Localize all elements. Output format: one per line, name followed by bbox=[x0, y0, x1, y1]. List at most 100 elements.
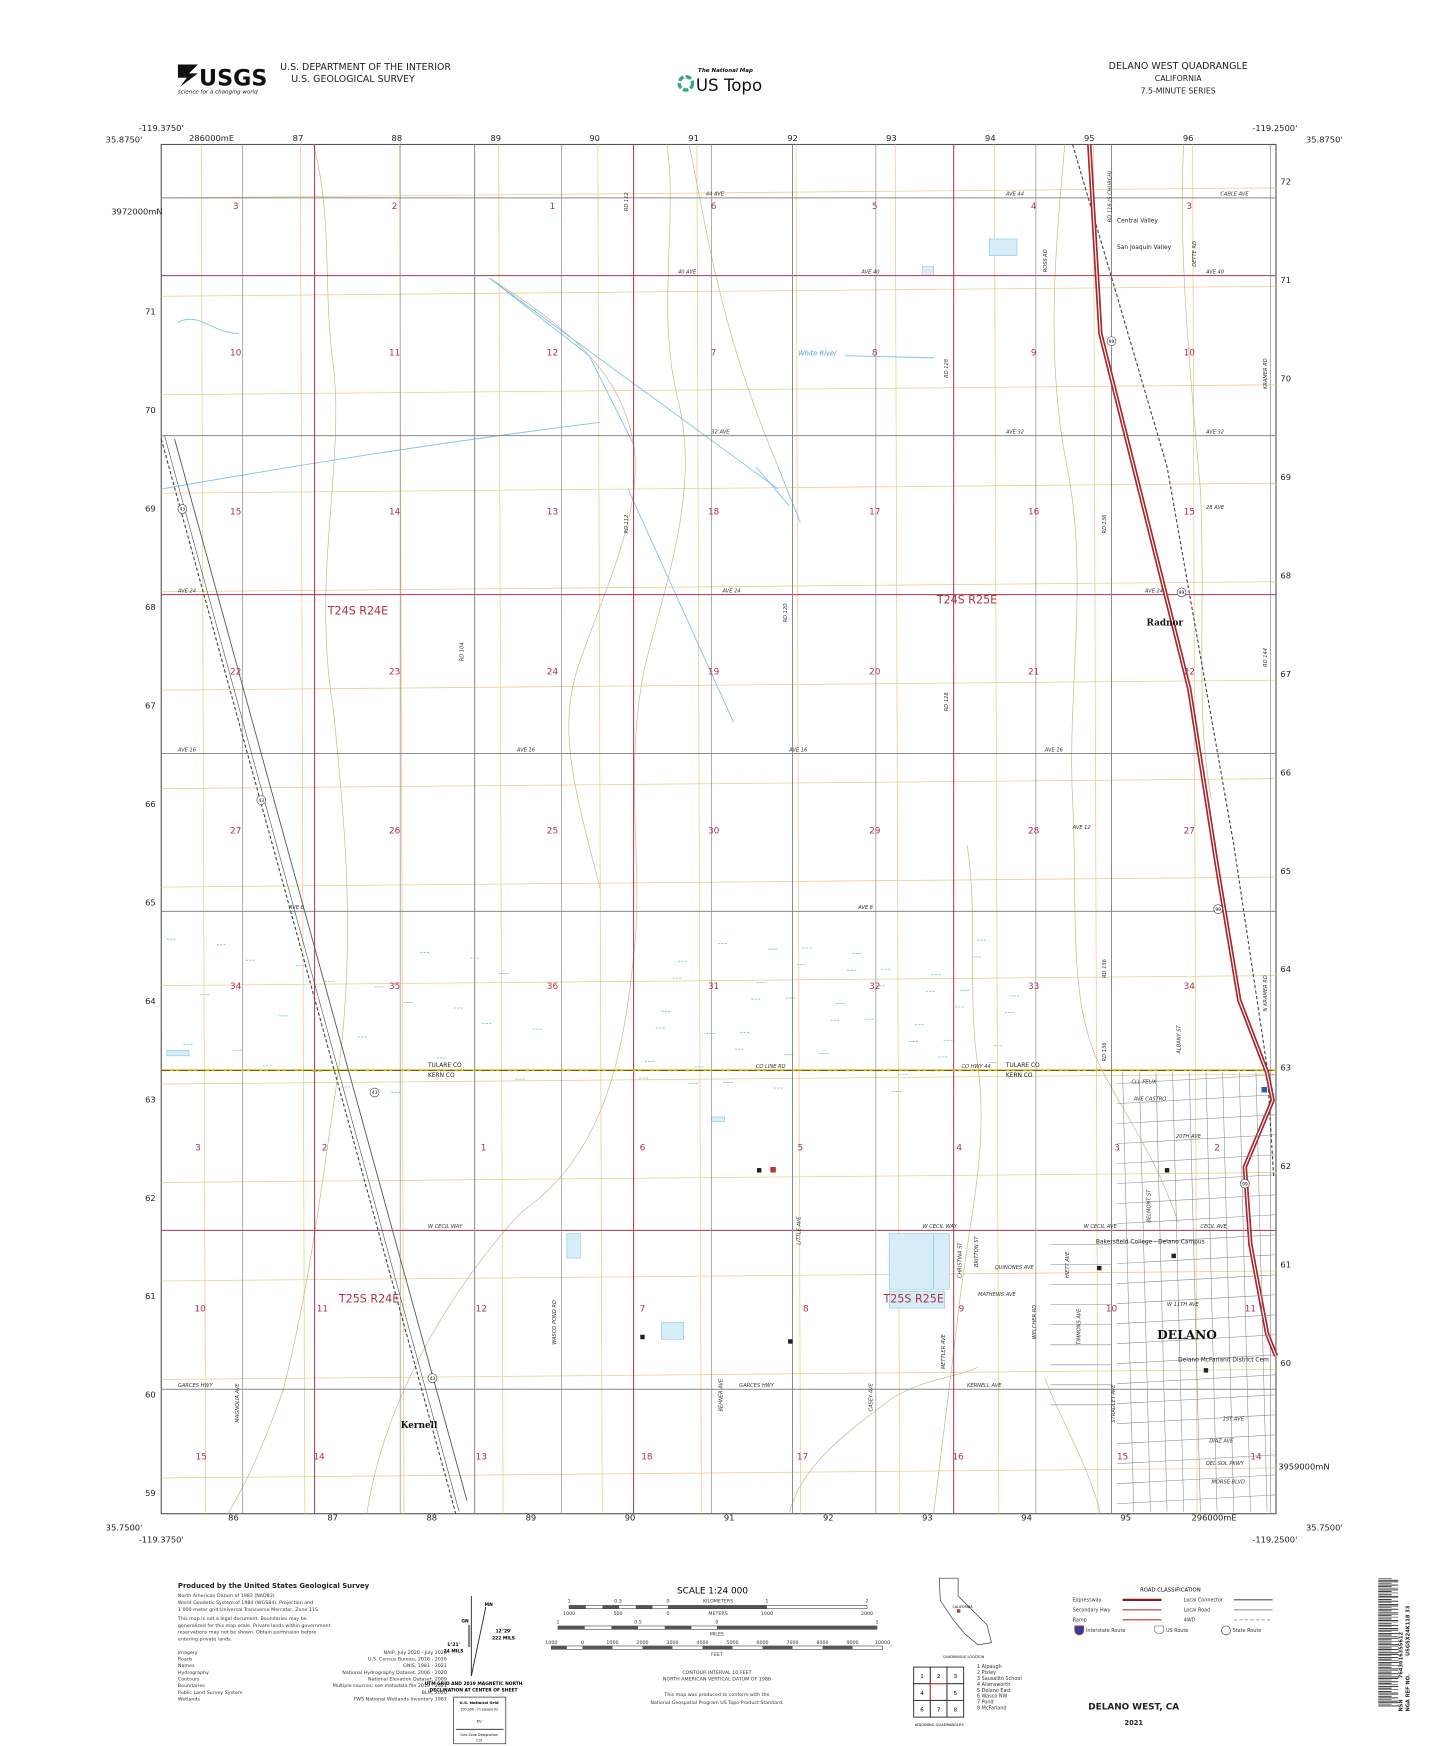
road-name-label: 40 AVE bbox=[678, 269, 697, 275]
road-name-label: RD 112 bbox=[624, 515, 630, 534]
barcode-bar bbox=[1378, 1692, 1399, 1694]
barcode-bar bbox=[1378, 1628, 1399, 1630]
easting-label: 90 bbox=[589, 133, 600, 143]
barcode-bar bbox=[1378, 1661, 1399, 1663]
barcode-bar bbox=[1378, 1705, 1399, 1707]
section-number: 17 bbox=[869, 508, 880, 518]
road-name-label: AVE CASTRO bbox=[1133, 1096, 1167, 1102]
barcode-bar bbox=[1378, 1579, 1399, 1581]
section-number: 17 bbox=[797, 1452, 808, 1462]
svg-text:ROAD CLASSIFICATION: ROAD CLASSIFICATION bbox=[1140, 1588, 1201, 1594]
road-name-label: CASEY AVE bbox=[869, 1382, 875, 1411]
water-body bbox=[888, 1233, 934, 1290]
barcode-bar bbox=[1378, 1670, 1399, 1671]
utm-northing-line bbox=[161, 975, 1276, 986]
city-street bbox=[1117, 1434, 1276, 1444]
building-icon bbox=[788, 1339, 793, 1344]
section-number: 10 bbox=[1106, 1304, 1118, 1314]
california-outline bbox=[938, 1577, 992, 1646]
scale-tick-label: 2000 bbox=[636, 1640, 648, 1646]
usng-box bbox=[453, 1696, 507, 1745]
section-number: 14 bbox=[389, 508, 401, 518]
barcode-bar bbox=[1378, 1694, 1399, 1695]
legend-label: Local Connector bbox=[1184, 1598, 1223, 1604]
barcode-bar bbox=[1378, 1624, 1399, 1626]
section-number: 7 bbox=[711, 349, 717, 359]
road-name-label: AVE 24 bbox=[1144, 588, 1163, 594]
barcode-text: 7643016355612 bbox=[1399, 1632, 1405, 1679]
svg-text:CONTOUR INTERVAL 10 FEET: CONTOUR INTERVAL 10 FEET bbox=[682, 1670, 751, 1676]
scale-unit-label: METERS bbox=[708, 1611, 727, 1617]
source-label: Contours bbox=[178, 1676, 200, 1682]
utm-grid bbox=[161, 144, 1276, 1514]
easting-label: 95 bbox=[1084, 133, 1095, 143]
utm-easting-line bbox=[795, 144, 801, 1514]
northing-label: 66 bbox=[145, 799, 156, 809]
contour-line bbox=[1181, 144, 1212, 801]
barcode-bar bbox=[1378, 1610, 1392, 1612]
section-number: 18 bbox=[708, 508, 720, 518]
section-number: 3 bbox=[1114, 1143, 1120, 1153]
township-range-label: T24S R24E bbox=[327, 605, 388, 618]
adjoining-quad-name: 8 McFarland bbox=[977, 1705, 1006, 1711]
easting-label: 94 bbox=[1021, 1512, 1032, 1522]
source-value: FWS National Wetlands Inventory 1987 bbox=[354, 1696, 447, 1702]
road-name-label: BRITTON ST bbox=[974, 1235, 980, 1267]
city-street bbox=[1117, 1414, 1276, 1424]
scale-tick-label: 2 bbox=[865, 1599, 868, 1605]
svg-text:99: 99 bbox=[1215, 907, 1221, 913]
northing-label: 71 bbox=[1280, 275, 1291, 285]
svg-text:286000mE: 286000mE bbox=[189, 133, 234, 143]
road-name-label: CECIL AVE bbox=[1200, 1224, 1227, 1230]
college-label: Bakersfield College - Delano Campus bbox=[1096, 1240, 1205, 1246]
canal bbox=[627, 488, 735, 723]
northing-label: 62 bbox=[1280, 1161, 1291, 1171]
section-number: 14 bbox=[313, 1452, 325, 1462]
road-name-label: W CECIL WAY bbox=[923, 1224, 958, 1230]
source-label: Names bbox=[178, 1663, 195, 1669]
svg-text:3959000mN: 3959000mN bbox=[1278, 1461, 1329, 1471]
northing-label: 59 bbox=[145, 1488, 156, 1498]
section-number: 2 bbox=[322, 1143, 328, 1153]
svg-text:2: 2 bbox=[937, 1674, 941, 1680]
northing-label: 69 bbox=[1280, 472, 1291, 482]
scale-tick-label: 0 bbox=[667, 1599, 670, 1605]
credits-block: Produced by the United States Geological… bbox=[177, 1582, 447, 1702]
svg-text:GN: GN bbox=[461, 1619, 469, 1625]
barcode-bar bbox=[1378, 1695, 1392, 1697]
route-shield-icon: 43 bbox=[427, 1373, 438, 1383]
svg-text:99: 99 bbox=[1179, 590, 1185, 596]
barcode-bar bbox=[1378, 1612, 1399, 1613]
barcode-bar bbox=[1378, 1639, 1392, 1641]
barcode-bar bbox=[1378, 1684, 1399, 1686]
barcode-bar bbox=[1378, 1700, 1399, 1702]
road-name-label: RD 120 bbox=[783, 604, 789, 623]
section-number: 27 bbox=[230, 827, 241, 837]
contour-line bbox=[788, 1366, 979, 1514]
township-range-label: T25S R24E bbox=[338, 1293, 399, 1306]
road-name-label: AVE 8 bbox=[857, 905, 874, 911]
scale-tick-label: 0 bbox=[581, 1640, 584, 1646]
utm-northing-line bbox=[161, 778, 1276, 790]
source-label: Hydrography bbox=[178, 1670, 209, 1676]
road-name-label: CABLE AVE bbox=[1220, 192, 1249, 198]
road-name-label: STRADLEY AVE bbox=[1111, 1384, 1117, 1423]
section-number: 2 bbox=[392, 202, 398, 212]
road-name-label: RD 136 bbox=[1102, 514, 1108, 534]
barcode-bar bbox=[1378, 1591, 1392, 1592]
barcode-bar bbox=[1378, 1615, 1392, 1617]
northing-label: 65 bbox=[145, 897, 156, 907]
northing-label: 64 bbox=[1280, 964, 1291, 974]
scale-tick-label: 1000 bbox=[563, 1611, 575, 1617]
city-street bbox=[1138, 1072, 1151, 1512]
highway-99-center bbox=[1088, 144, 1277, 1357]
building-icon bbox=[756, 1168, 762, 1173]
utm-easting-line bbox=[1093, 144, 1099, 1514]
road-name-label: RD 112 bbox=[624, 192, 630, 211]
barcode-bar bbox=[1378, 1581, 1399, 1583]
svg-text:1°21': 1°21' bbox=[447, 1642, 460, 1648]
northing-label: 68 bbox=[145, 602, 156, 612]
utm-northing-line bbox=[161, 1369, 1276, 1380]
place-radnor: Radnor bbox=[1147, 619, 1184, 629]
road-name-label: AVE 12 bbox=[1072, 825, 1091, 831]
